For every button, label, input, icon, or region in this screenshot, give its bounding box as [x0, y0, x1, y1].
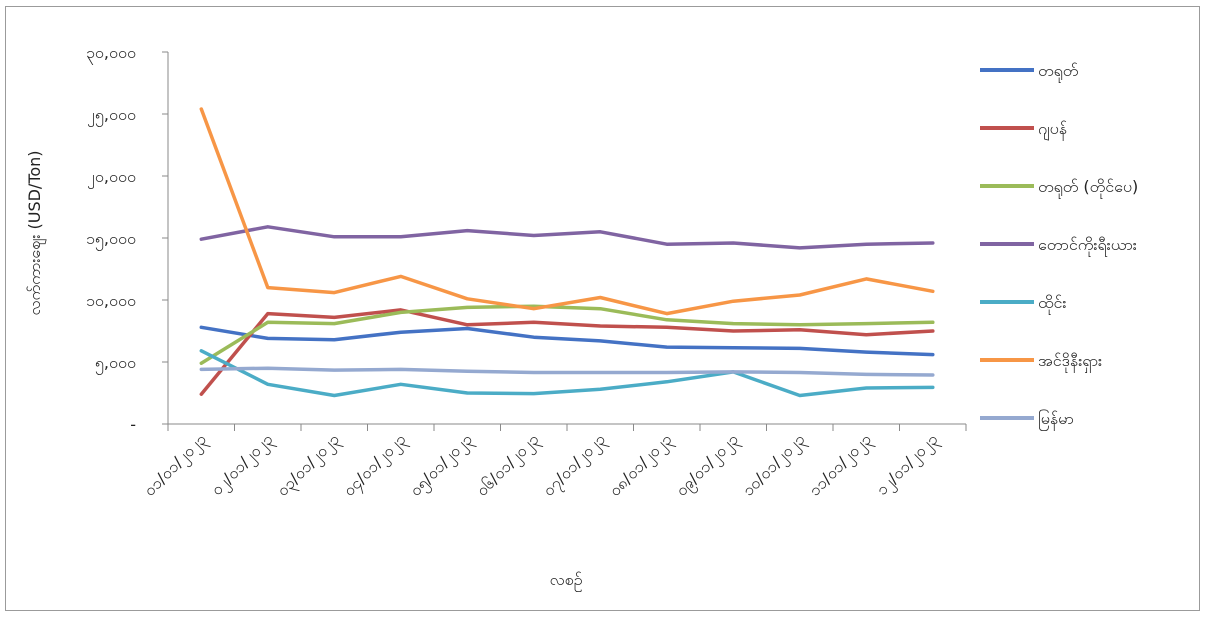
- y-tick-label: ၂၅,၀၀၀: [87, 105, 136, 127]
- y-tick-label: ၁၀,၀၀၀: [86, 291, 136, 310]
- x-tick-label: ၀၉/၀၁/၂၀၂၃: [672, 429, 744, 501]
- legend-label: ဂျပန်: [1038, 119, 1068, 141]
- series-line: [199, 349, 935, 398]
- legend-label: တရုတ်: [1038, 61, 1079, 83]
- x-tick-label: ၀၇/၀၁/၂၀၂၃: [539, 429, 611, 501]
- axes: - ၅,၀၀၀ ၁၀,၀၀၀ ၁၅,၀၀၀ ၂၀,၀၀၀ ၂၅,၀၀၀ ၃၀,၀၀၀၀၁/၀…: [86, 43, 967, 502]
- series-line: [199, 107, 935, 316]
- y-tick-label: ၂၀,၀၀၀: [87, 167, 136, 189]
- x-tick-label: ၀၄/၀၁/၂၀၂၃: [339, 429, 411, 501]
- legend-label: ထိုင်း: [1038, 293, 1066, 315]
- x-tick-label: ၀၁/၀၁/၂၀၂၃: [140, 429, 212, 501]
- x-tick-label: ၁၂/၀၁/၂၀၂၃: [872, 429, 944, 501]
- x-tick-label: ၀၃/၀၁/၂၀၂၃: [273, 429, 345, 501]
- y-tick-label: ၃၀,၀၀၀: [86, 43, 136, 65]
- series-line: [199, 366, 935, 377]
- x-axis-title: လစဉ်: [550, 570, 583, 592]
- x-tick-label: ၀၆/၀၁/၂၀၂၃: [472, 429, 544, 501]
- x-tick-label: ၀၂/၀၁/၂၀၂၃: [207, 429, 279, 501]
- legend-label: တောင်ကိုးရီးယား: [1038, 235, 1137, 257]
- x-tick-label: ၀၅/၀၁/၂၀၂၃: [406, 429, 478, 501]
- y-tick-label: -: [130, 415, 136, 434]
- x-tick-label: ၀၈/၀၁/၂၀၂၃: [605, 429, 678, 502]
- x-tick-label: ၁၀/၀၁/၂၀၂၃: [738, 429, 810, 501]
- y-axis-title: လက်ကားဈေး (USD/Ton): [25, 150, 47, 315]
- x-tick-label: ၁၁/၀၁/၂၀၂၃: [805, 429, 877, 501]
- series-line: [199, 225, 935, 250]
- legend: တရုတ်ဂျပန်တရုတ် (တိုင်ပေ) တောင်ကိုးရီးယား…: [980, 61, 1138, 431]
- series-line: [199, 304, 935, 365]
- legend-label: တရုတ် (တိုင်ပေ): [1038, 177, 1138, 199]
- legend-label: မြန်မာ: [1038, 409, 1074, 431]
- series-line: [199, 325, 935, 357]
- chart-frame: [5, 6, 1200, 611]
- y-tick-label: ၅,၀၀၀: [95, 353, 136, 375]
- legend-label: အင်ဒိုနီးရှား: [1038, 351, 1102, 373]
- series-layer: [199, 107, 935, 398]
- series-line: [199, 308, 935, 396]
- y-tick-label: ၁၅,၀၀၀: [86, 229, 136, 251]
